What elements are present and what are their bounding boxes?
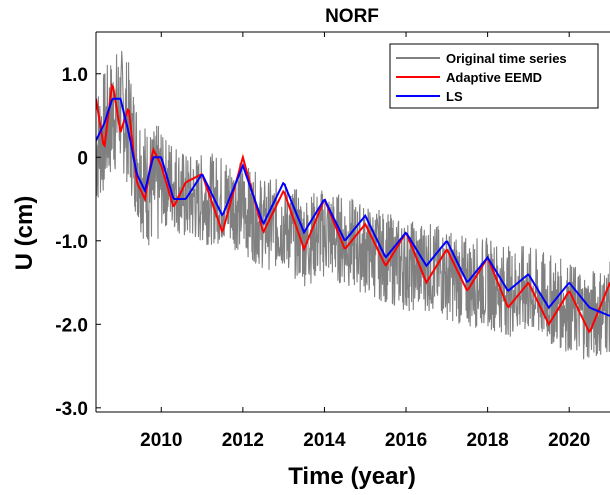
series-line-ls	[96, 97, 610, 317]
series-line-original-time-series	[96, 50, 610, 360]
plot-area	[96, 50, 610, 360]
y-tick-label: -2.0	[55, 315, 88, 336]
y-tick-label: 1.0	[62, 65, 88, 86]
x-tick-label: 2018	[466, 430, 508, 451]
x-tick-label: 2016	[385, 430, 427, 451]
y-tick-label: 0	[77, 148, 88, 169]
legend-label: Original time series	[446, 51, 567, 66]
y-tick-label: -1.0	[55, 232, 88, 253]
legend: Original time series Adaptive EEMD LS	[389, 43, 599, 109]
y-axis-label: U (cm)	[11, 196, 38, 271]
x-tick-label: 2012	[222, 430, 264, 451]
y-tick-label: -3.0	[55, 399, 88, 420]
x-tick-label: 2020	[548, 430, 590, 451]
legend-label: Adaptive EEMD	[446, 70, 542, 85]
legend-label: LS	[446, 89, 463, 104]
x-tick-label: 2010	[140, 430, 182, 451]
series-line-adaptive-eemd	[96, 82, 610, 334]
chart-title: NORF	[325, 6, 379, 27]
x-tick-label: 2014	[303, 430, 346, 451]
x-axis-label: Time (year)	[288, 463, 416, 490]
